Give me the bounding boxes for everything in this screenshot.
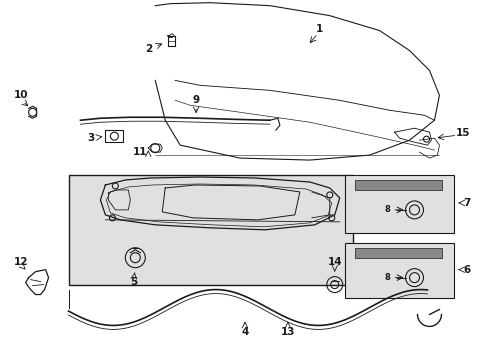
Text: 8: 8 [384,206,390,215]
Text: 1: 1 [316,24,323,33]
Bar [354,248,442,258]
Text: 4: 4 [241,327,248,337]
Text: 12: 12 [13,257,28,267]
Text: 11: 11 [133,147,147,157]
Text: 9: 9 [192,95,199,105]
Text: 6: 6 [463,265,470,275]
Bar [354,180,442,190]
Text: 13: 13 [280,327,295,337]
Bar [344,243,453,298]
Bar [105,130,123,142]
Text: 8: 8 [384,273,390,282]
Text: 2: 2 [144,44,152,54]
Bar [344,175,453,233]
Bar [68,175,352,285]
Text: 14: 14 [327,257,341,267]
Text: 7: 7 [463,198,470,208]
Text: 10: 10 [13,90,28,100]
Text: 15: 15 [455,128,469,138]
Text: 5: 5 [129,276,137,287]
Text: 3: 3 [87,133,94,143]
